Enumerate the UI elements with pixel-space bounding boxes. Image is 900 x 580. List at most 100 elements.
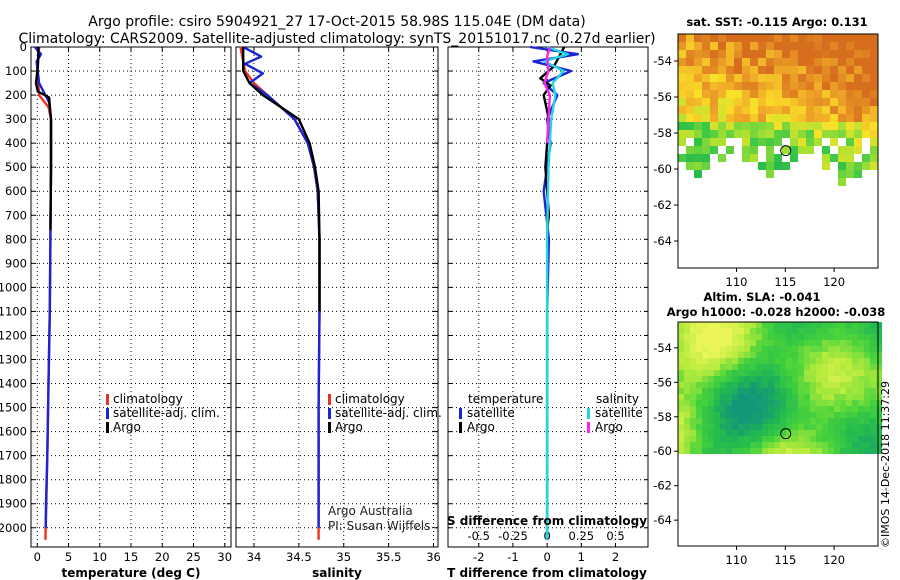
sla-cell (768, 358, 774, 364)
sla-cell (846, 442, 852, 448)
sst-cell (814, 34, 822, 42)
sst-cell (766, 146, 774, 154)
depth-tick-label: 1400 (0, 377, 27, 391)
sla-cell (798, 334, 804, 340)
sst-cell (846, 146, 854, 154)
sst-cell (758, 82, 766, 90)
sla-cell (756, 448, 762, 454)
sst-cell (814, 58, 822, 66)
sst-cell (678, 34, 686, 42)
sla-cell (834, 382, 840, 388)
sla-cell (822, 424, 828, 430)
sla-cell (678, 430, 684, 436)
sla-cell (762, 382, 768, 388)
sst-cell (846, 90, 854, 98)
legend-label: satellite-adj. clim. (113, 406, 220, 420)
sst-cell (742, 106, 750, 114)
sst-cell (782, 90, 790, 98)
sla-cell (684, 358, 690, 364)
sla-cell (690, 370, 696, 376)
sla-cell (846, 388, 852, 394)
sst-cell (838, 106, 846, 114)
sla-cell (678, 370, 684, 376)
sla-cell (726, 340, 732, 346)
sla-cell (846, 424, 852, 430)
sla-cell (798, 406, 804, 412)
sst-cell (846, 138, 854, 146)
sla-cell (846, 394, 852, 400)
sla-cell (804, 364, 810, 370)
sst-cell (750, 146, 758, 154)
sla-cell (708, 328, 714, 334)
sst-cell (838, 74, 846, 82)
sla-cell (714, 376, 720, 382)
sla-cell (816, 388, 822, 394)
sla-cell (756, 346, 762, 352)
depth-tick-label: 2000 (0, 521, 27, 535)
sla-cell (858, 364, 864, 370)
sst-cell (750, 50, 758, 58)
sst-cell (678, 122, 686, 130)
sla-cell (864, 394, 870, 400)
sla-cell (828, 364, 834, 370)
sla-cell (696, 346, 702, 352)
sst-cell (830, 130, 838, 138)
sst-cell (846, 154, 854, 162)
sla-cell (876, 418, 882, 424)
sla-cell (678, 418, 684, 424)
sst-cell (702, 90, 710, 98)
sla-cell (732, 412, 738, 418)
sst-cell (734, 74, 742, 82)
sst-cell (694, 106, 702, 114)
depth-tick-label: 700 (5, 208, 27, 222)
sla-cell (870, 400, 876, 406)
sla-cell (756, 430, 762, 436)
sst-cell (822, 42, 830, 50)
sla-cell (852, 412, 858, 418)
sla-cell (786, 418, 792, 424)
sla-cell (810, 412, 816, 418)
sla-cell (840, 442, 846, 448)
sla-cell (864, 388, 870, 394)
sla-cell (714, 328, 720, 334)
sst-cell (854, 114, 862, 122)
sla-cell (690, 436, 696, 442)
sla-cell (870, 346, 876, 352)
sst-cell (782, 98, 790, 106)
lon-tick-label: 110 (726, 275, 748, 289)
sst-cell (862, 50, 870, 58)
sla-cell (852, 364, 858, 370)
sst-cell (750, 154, 758, 162)
sla-cell (696, 328, 702, 334)
sst-cell (870, 74, 878, 82)
sst-cell (686, 58, 694, 66)
sla-cell (732, 406, 738, 412)
sla-cell (720, 406, 726, 412)
sla-cell (702, 334, 708, 340)
sla-cell (822, 406, 828, 412)
sst-cell (766, 66, 774, 74)
credit-line-1: Argo Australia (328, 504, 413, 518)
sst-field (678, 34, 878, 186)
sla-cell (762, 430, 768, 436)
t-difference-tick-label: 0 (543, 550, 550, 564)
sst-cell (822, 146, 830, 154)
sst-cell (854, 138, 862, 146)
sla-cell (768, 406, 774, 412)
sla-cell (876, 430, 882, 436)
sla-cell (714, 412, 720, 418)
sla-cell (816, 424, 822, 430)
legend-swatch (106, 394, 109, 405)
sla-cell (750, 394, 756, 400)
sst-cell (678, 114, 686, 122)
sla-cell (702, 376, 708, 382)
sla-cell (780, 388, 786, 394)
sst-cell (806, 122, 814, 130)
sla-cell (870, 412, 876, 418)
sst-cell (766, 106, 774, 114)
sla-cell (678, 328, 684, 334)
sla-cell (750, 400, 756, 406)
sst-cell (718, 58, 726, 66)
sla-cell (768, 418, 774, 424)
sla-cell (858, 448, 864, 454)
